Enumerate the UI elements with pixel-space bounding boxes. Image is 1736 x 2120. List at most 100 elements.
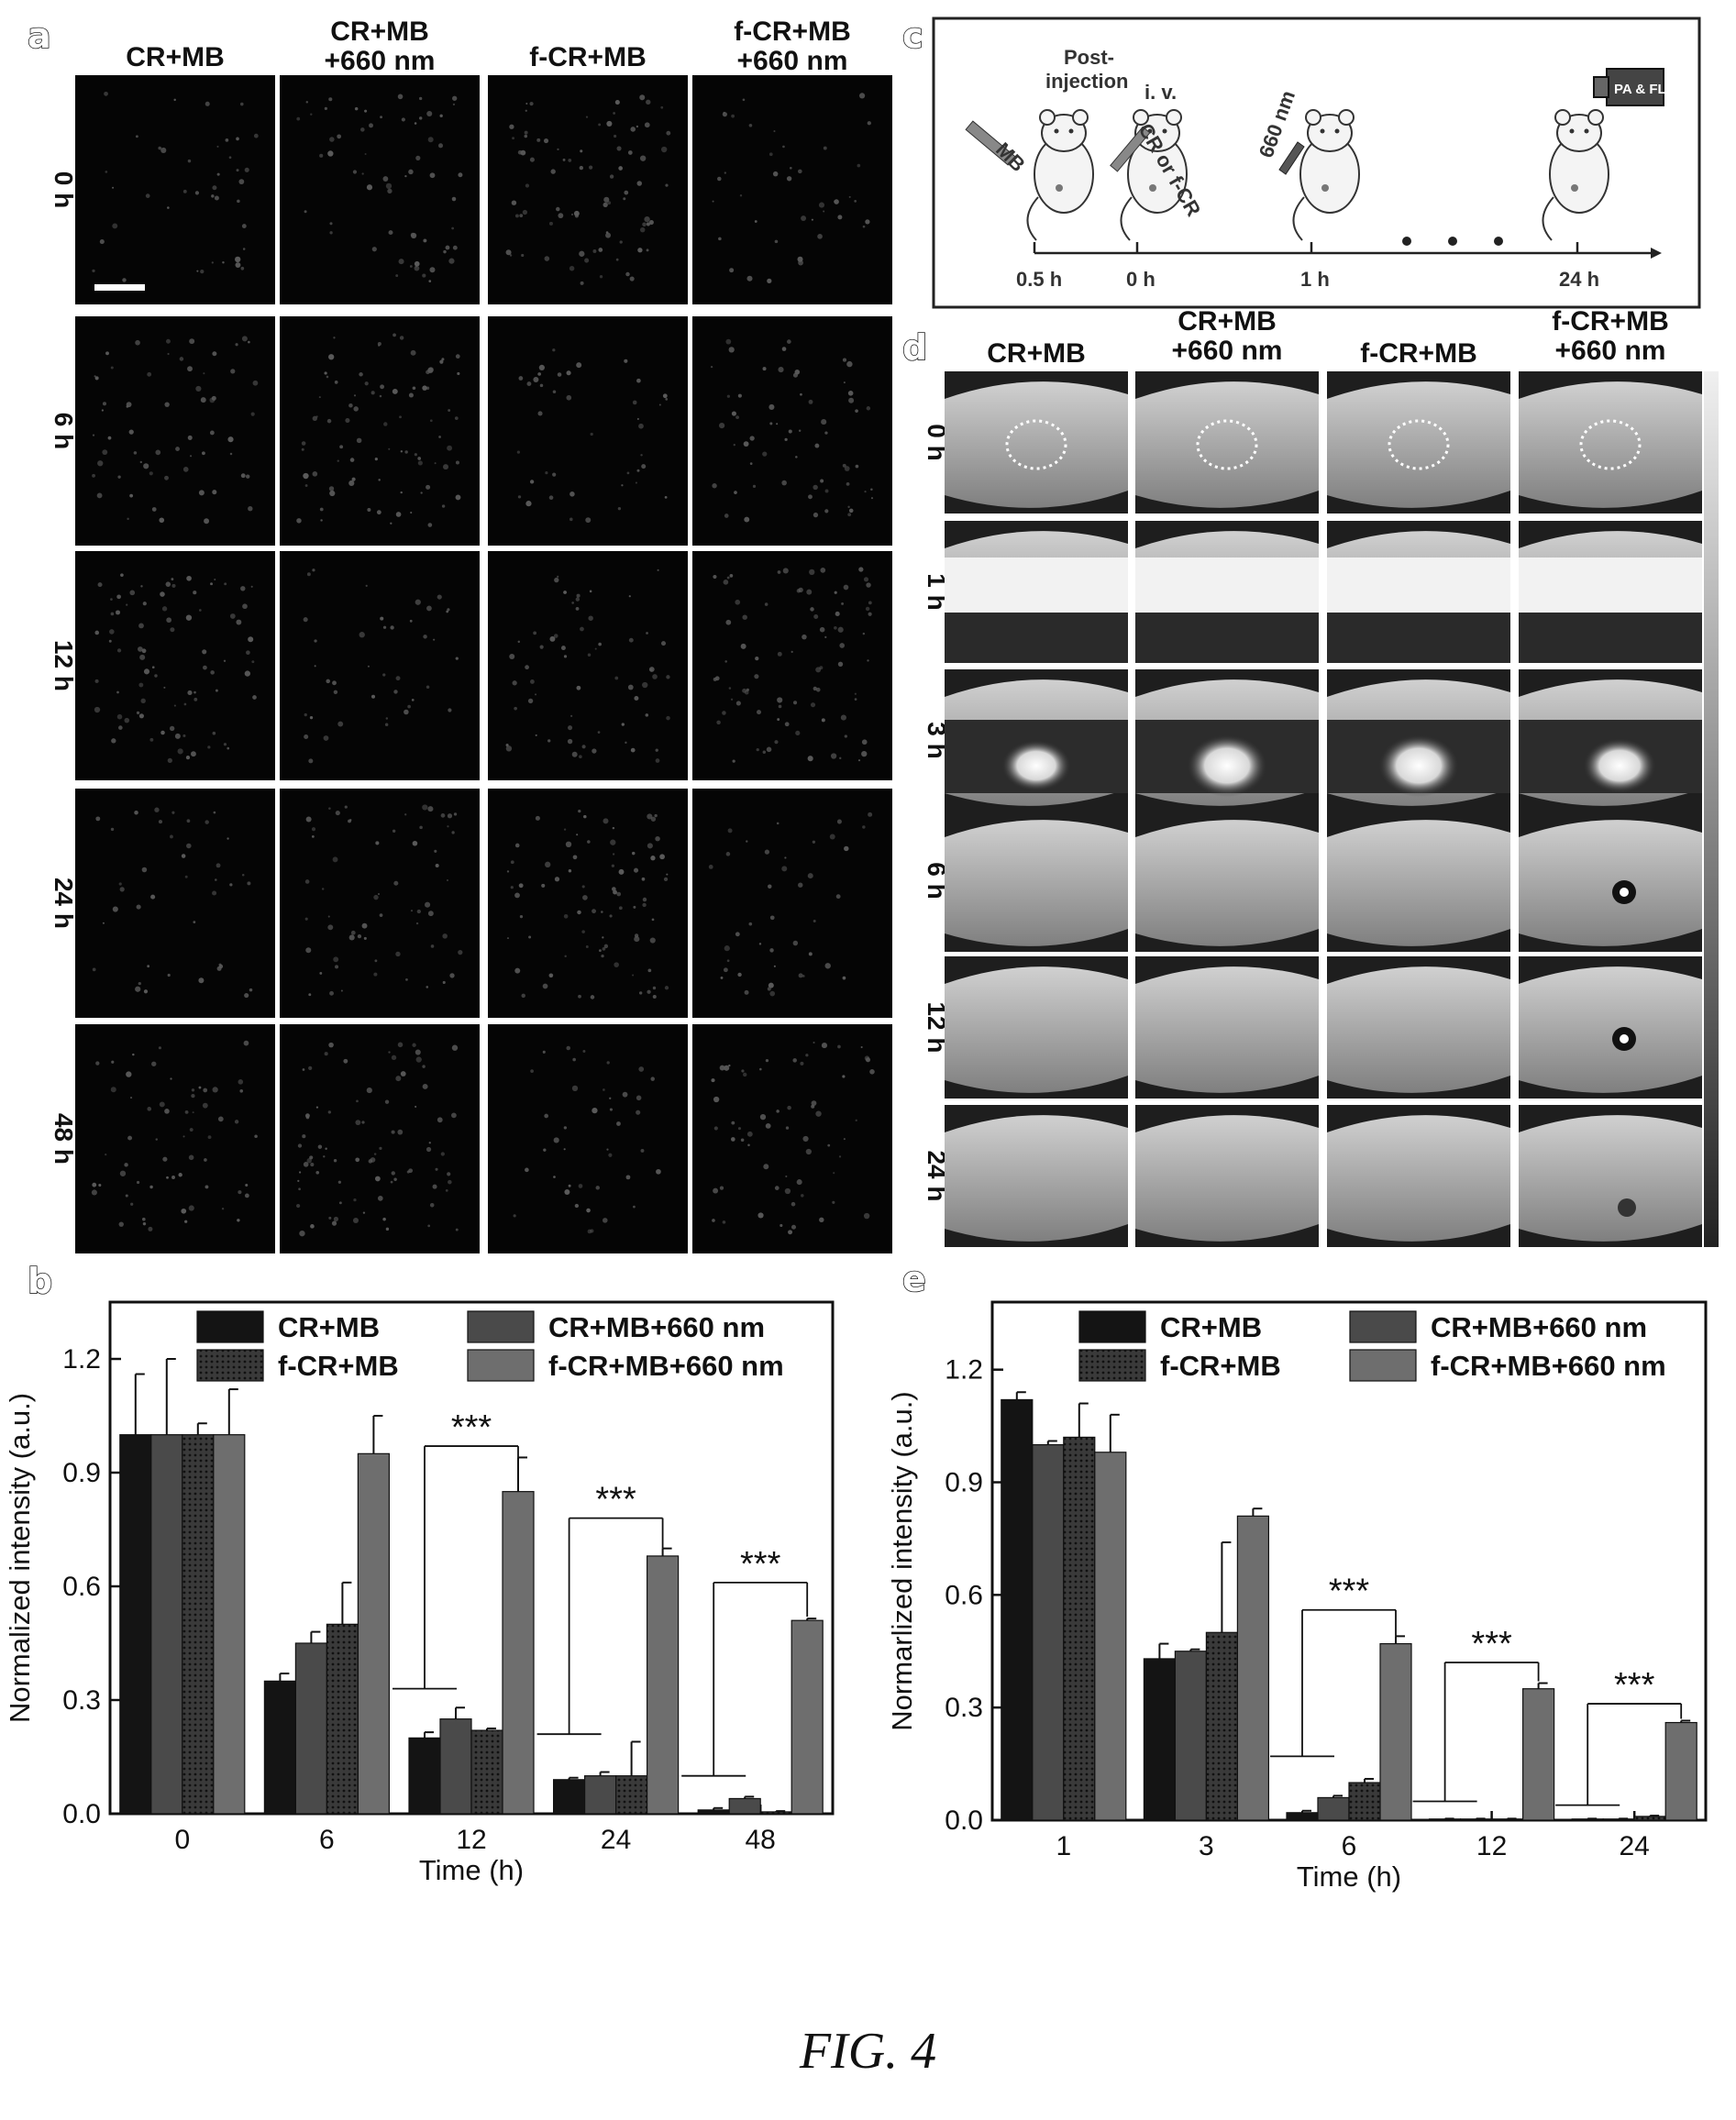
bar-cr-mb-660-nm — [150, 1434, 183, 1815]
micrograph-cell — [280, 1024, 480, 1253]
bar-f-cr-mb-660-nm — [357, 1452, 390, 1815]
legend-label-cr-mb: CR+MB — [1160, 1311, 1262, 1343]
invivo-image-cell — [1135, 669, 1319, 812]
mouse-icon — [1120, 109, 1188, 241]
bar-f-cr-mb-660-nm — [1521, 1688, 1555, 1821]
panel-b-bar-chart: 0.0 0.3 0.6 0.9 1.2 Normalized intensity (a.u… — [4, 1300, 835, 1886]
bar-f-cr-mb — [614, 1775, 648, 1815]
micrograph-cell — [692, 75, 892, 304]
panel-label-b: b — [28, 1261, 52, 1301]
x-tick-label: 0 — [174, 1825, 190, 1855]
camera-icon — [1606, 68, 1664, 106]
syringe-icon — [965, 120, 1016, 166]
micrograph-cell — [75, 316, 275, 546]
legend: CR+MB CR+MB+660 nm f-CR+MB f-CR+MB+660 nm — [196, 1310, 784, 1382]
bar-cr-mb — [263, 1680, 296, 1815]
micrograph-cell — [488, 316, 688, 546]
fluorescence-spot — [1378, 734, 1459, 797]
significance-bracket: *** — [536, 1481, 664, 1736]
label-pa-fl: PA & FL — [1614, 82, 1666, 97]
bar-cr-mb — [1286, 1812, 1319, 1821]
bar-f-cr-mb-660-nm — [646, 1555, 680, 1815]
bar-cr-mb-660-nm — [294, 1642, 327, 1815]
legend-label-cr-mb: CR+MB — [278, 1311, 380, 1343]
micrograph-cell — [75, 75, 275, 304]
micrograph-cell — [280, 789, 480, 1018]
invivo-image-cell — [945, 669, 1128, 812]
bar-f-cr-mb-660-nm — [502, 1491, 535, 1815]
micrograph-cell — [488, 551, 688, 780]
intensity-colorbar — [1704, 371, 1719, 1247]
micrograph-cell — [75, 1024, 275, 1253]
bar-cr-mb — [1001, 1398, 1034, 1821]
bar-cr-mb-660-nm — [583, 1775, 617, 1815]
panel-label-e: e — [902, 1259, 926, 1299]
panel-d-col-header-cr-mb-660-nm: CR+MB +660 nm — [1172, 306, 1283, 366]
label-post-injection: Post-injection — [1045, 46, 1128, 93]
significance-bracket: *** — [681, 1545, 809, 1777]
invivo-image-cell — [1327, 669, 1510, 812]
invivo-image-cell — [945, 1105, 1128, 1247]
significance-marker: *** — [1471, 1625, 1512, 1663]
legend-swatch-cr-mb-660-nm — [1349, 1310, 1417, 1343]
y-tick-label: 0.0 — [945, 1805, 983, 1836]
y-tick-label: 1.2 — [945, 1355, 983, 1386]
y-axis-label: Normarlized intensity (a.u.) — [886, 1391, 918, 1730]
x-tick-label: 6 — [319, 1825, 335, 1855]
x-tick-label: 6 — [1342, 1831, 1357, 1861]
significance-marker: *** — [740, 1545, 781, 1584]
bar-f-cr-mb-660-nm — [1664, 1721, 1697, 1821]
x-axis-label: Time (h) — [419, 1854, 524, 1886]
mouse-icon — [1542, 109, 1609, 241]
invivo-image-cell — [1519, 1105, 1702, 1247]
micrograph-cell — [280, 316, 480, 546]
micrograph-cell — [280, 551, 480, 780]
micrograph-cell — [488, 75, 688, 304]
legend-label-cr-mb-660-nm: CR+MB+660 nm — [1431, 1311, 1647, 1343]
invivo-image-cell — [1519, 956, 1702, 1099]
micrograph-cell — [488, 1024, 688, 1253]
bar-f-cr-mb — [326, 1623, 359, 1815]
fluorescence-spot — [1583, 738, 1656, 793]
timeline-label-1h: 1 h — [1300, 268, 1330, 291]
legend-swatch-f-cr-mb — [196, 1349, 264, 1382]
timeline-label-0h: 0 h — [1126, 268, 1155, 291]
y-tick-label: 0.9 — [62, 1458, 101, 1488]
legend-swatch-f-cr-mb — [1078, 1349, 1146, 1382]
bar-cr-mb — [119, 1434, 152, 1815]
figure-caption: FIG. 4 — [799, 2023, 937, 2080]
tumor-region-outline — [1388, 419, 1450, 470]
bar-cr-mb-660-nm — [728, 1797, 761, 1815]
y-tick-label: 0.3 — [62, 1685, 101, 1716]
y-tick-label: 0.3 — [945, 1693, 983, 1723]
micrograph-cell — [692, 789, 892, 1018]
invivo-image-cell — [1135, 1105, 1319, 1247]
micrograph-cell — [488, 789, 688, 1018]
panel-a-row-label-12-h: 12 h — [50, 640, 78, 691]
legend-label-cr-mb-660-nm: CR+MB+660 nm — [548, 1311, 765, 1343]
invivo-image-cell — [1519, 669, 1702, 812]
bar-f-cr-mb — [182, 1434, 215, 1815]
micrograph-cell — [75, 789, 275, 1018]
invivo-image-cell — [1327, 1105, 1510, 1247]
panel-label-c: c — [902, 16, 923, 56]
micrograph-cell — [280, 75, 480, 304]
legend-swatch-cr-mb — [1078, 1310, 1146, 1343]
x-tick-label: 1 — [1056, 1831, 1071, 1861]
invivo-image-cell — [945, 810, 1128, 952]
bar-cr-mb — [697, 1809, 730, 1815]
micrograph-cell — [692, 1024, 892, 1253]
x-tick-label: 3 — [1199, 1831, 1214, 1861]
legend-label-f-cr-mb: f-CR+MB — [1160, 1350, 1281, 1382]
y-axis-label: Normalized intensity (a.u.) — [4, 1393, 36, 1723]
laser-icon — [1278, 141, 1305, 175]
invivo-image-cell — [1135, 956, 1319, 1099]
bar-f-cr-mb-660-nm — [1236, 1515, 1270, 1821]
syringe-icon — [1110, 126, 1151, 172]
legend-swatch-cr-mb — [196, 1310, 264, 1343]
bar-cr-mb-660-nm — [1174, 1651, 1208, 1821]
y-tick-label: 0.6 — [62, 1572, 101, 1602]
y-tick-label: 0.6 — [945, 1580, 983, 1610]
bar-f-cr-mb-660-nm — [213, 1434, 246, 1815]
panel-c-timeline-diagram: Post-injection MB i. v. CR or f-CR 660 n… — [932, 17, 1701, 309]
